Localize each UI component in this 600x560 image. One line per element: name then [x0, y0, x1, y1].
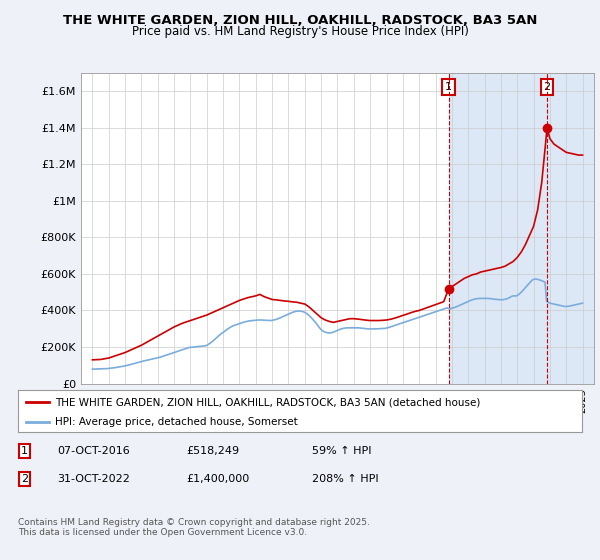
Text: 59% ↑ HPI: 59% ↑ HPI	[312, 446, 371, 456]
Text: £1,400,000: £1,400,000	[186, 474, 249, 484]
Text: THE WHITE GARDEN, ZION HILL, OAKHILL, RADSTOCK, BA3 5AN: THE WHITE GARDEN, ZION HILL, OAKHILL, RA…	[63, 14, 537, 27]
Text: 07-OCT-2016: 07-OCT-2016	[57, 446, 130, 456]
Text: 1: 1	[21, 446, 28, 456]
Text: THE WHITE GARDEN, ZION HILL, OAKHILL, RADSTOCK, BA3 5AN (detached house): THE WHITE GARDEN, ZION HILL, OAKHILL, RA…	[55, 397, 480, 407]
Text: 208% ↑ HPI: 208% ↑ HPI	[312, 474, 379, 484]
Text: Price paid vs. HM Land Registry's House Price Index (HPI): Price paid vs. HM Land Registry's House …	[131, 25, 469, 38]
Bar	[449, 73, 594, 384]
Text: 1: 1	[445, 82, 452, 92]
Text: 2: 2	[21, 474, 28, 484]
Text: Contains HM Land Registry data © Crown copyright and database right 2025.
This d: Contains HM Land Registry data © Crown c…	[18, 518, 370, 538]
Text: 31-OCT-2022: 31-OCT-2022	[57, 474, 130, 484]
Text: 2: 2	[544, 82, 551, 92]
Text: HPI: Average price, detached house, Somerset: HPI: Average price, detached house, Some…	[55, 417, 298, 427]
Text: £518,249: £518,249	[186, 446, 239, 456]
